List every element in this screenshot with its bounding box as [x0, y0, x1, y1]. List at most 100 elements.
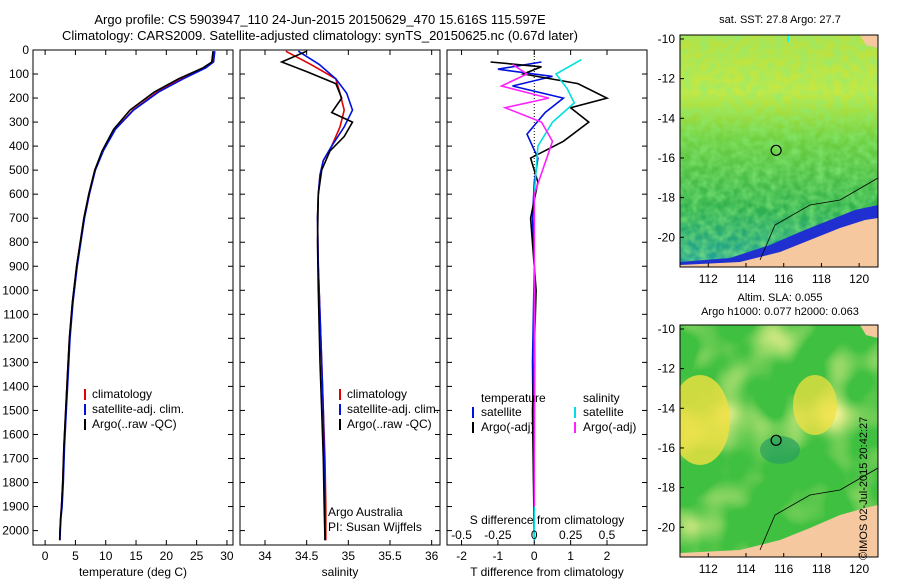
sla_map-ytick-label: -16 [658, 441, 676, 455]
sst_map-xtick-label: 118 [812, 272, 831, 286]
salinity-xtick-label: 34.5 [295, 549, 319, 563]
depth-tick-label: 0 [22, 43, 29, 57]
difference-series-3 [499, 63, 554, 507]
sla-low-center [760, 436, 800, 464]
depth-tick-label: 1200 [2, 331, 29, 345]
xtick2-label: 0 [531, 528, 538, 542]
temperature-series-2 [58, 51, 214, 541]
diff-legend-label: satellite [481, 405, 522, 419]
land-mass-north [860, 325, 878, 338]
difference-xtick-label: 2 [604, 549, 611, 563]
attribution-line1: Argo Australia [328, 505, 403, 519]
temperature-legend-label: climatology [92, 387, 152, 401]
land-mass-north [860, 35, 878, 48]
sla-map-panel: 112 114 116 118 120 -10 -12 -14 -16 -18 -20 Altim. … [658, 292, 879, 576]
sst_map-xtick-label: 120 [849, 272, 869, 286]
xtick2-label: -0.5 [451, 528, 472, 542]
difference-plot-frame [446, 49, 648, 546]
bathymetry-contour [759, 177, 878, 261]
attribution-line2: PI: Susan Wijffels [328, 520, 422, 534]
depth-tick-label: 200 [9, 91, 29, 105]
depth-tick-label: 100 [9, 67, 29, 81]
depth-tick-label: 1800 [2, 476, 29, 490]
depth-tick-label: 1000 [2, 283, 29, 297]
depth-tick-label: 700 [9, 211, 29, 225]
diff-legend-label: Argo(-adj) [481, 420, 534, 434]
difference-xlabel: T difference from climatology [470, 565, 624, 579]
salinity-legend-label: Argo(..raw -QC) [347, 417, 432, 431]
sla_map-ytick-label: -12 [658, 362, 676, 376]
salinity-legend-label: climatology [347, 387, 407, 401]
legend-group-salinity: salinity [583, 391, 620, 405]
sla_map-ytick-label: -20 [658, 520, 676, 534]
land-mass [680, 218, 878, 267]
sst_map-ytick-label: -16 [658, 151, 676, 165]
salinity-xtick-label: 35 [342, 549, 356, 563]
depth-tick-label: 1100 [3, 307, 29, 321]
depth-tick-label: 1300 [2, 355, 29, 369]
temperature-xtick-label: 25 [190, 549, 204, 563]
difference-xtick-label: -1 [493, 549, 504, 563]
sla-high-east [793, 375, 837, 435]
sla_map-xtick-label: 120 [849, 562, 869, 576]
difference-xtick-label: -2 [456, 549, 467, 563]
difference-xtick-label: 1 [567, 549, 574, 563]
legend-group-temperature: temperature [481, 391, 546, 405]
xlabel2: S difference from climatology [470, 513, 625, 527]
temperature-xtick-label: 5 [72, 549, 79, 563]
figure-title-line2: Climatology: CARS2009. Satellite-adjuste… [62, 28, 578, 43]
sst_map-frame [679, 34, 879, 268]
temperature-legend-label: satellite-adj. clim. [92, 402, 184, 416]
sst_map-ytick-label: -12 [658, 72, 676, 86]
xtick2-label: -0.25 [484, 528, 512, 542]
sst_map-argo-marker [770, 144, 782, 156]
bathymetry-contour [759, 467, 878, 551]
sst_map-xtick-label: 112 [699, 272, 718, 286]
sla_map-xtick-label: 118 [812, 562, 831, 576]
salinity-xtick-label: 36 [425, 549, 439, 563]
depth-tick-label: 500 [9, 163, 29, 177]
depth-tick-label: 1600 [2, 427, 29, 441]
sst-map-title: sat. SST: 27.8 Argo: 27.7 [719, 14, 841, 26]
depth-tick-label: 900 [9, 259, 29, 273]
sst_map-ytick-label: -20 [658, 230, 676, 244]
temperature-xtick-label: 30 [220, 549, 234, 563]
sst_map-ytick-label: -18 [658, 191, 676, 205]
depth-tick-label: 400 [9, 139, 29, 153]
sst_map-xtick-label: 116 [774, 272, 793, 286]
depth-tick-label: 800 [9, 235, 29, 249]
land-mass [680, 505, 878, 557]
temperature-xlabel: temperature (deg C) [79, 565, 187, 579]
sla_map-xtick-label: 114 [736, 562, 755, 576]
temperature-xtick-label: 15 [129, 549, 143, 563]
salinity-panel: 34 34.5 35 35.5 36 salinity climatologysatelli… [239, 49, 441, 579]
salinity-xlabel: salinity [322, 565, 359, 579]
temperature-legend-label: Argo(..raw -QC) [92, 417, 177, 431]
sla_map-frame [679, 324, 879, 558]
depth-tick-label: 1900 [2, 500, 29, 514]
temperature-xtick-label: 10 [99, 549, 113, 563]
difference-xtick-label: 0 [531, 549, 538, 563]
figure-title-line1: Argo profile: CS 5903947_110 24-Jun-2015… [94, 12, 546, 27]
sla_map-argo-marker [770, 434, 782, 446]
imos-watermark: ©IMOS 02-Jul-2015 20:42:27 [858, 416, 870, 560]
temperature-panel: 0 5 10 15 20 25 300100200300400500600700800900… [2, 43, 234, 579]
sst_map-ytick-label: -14 [658, 111, 676, 125]
sla_map-field [680, 325, 878, 557]
salinity-xtick-label: 34 [258, 549, 272, 563]
difference-panel: -2 -1 0 1 2 T difference from climatology S di… [446, 49, 648, 579]
salinity-legend-label: satellite-adj. clim. [347, 402, 439, 416]
depth-tick-label: 2000 [2, 524, 29, 538]
temperature-xtick-label: 0 [42, 549, 49, 563]
depth-tick-label: 300 [9, 115, 29, 129]
xtick2-label: 0.5 [599, 528, 616, 542]
depth-tick-label: 600 [9, 187, 29, 201]
sla-high-west [680, 375, 730, 465]
sla_map-ytick-label: -10 [658, 322, 676, 336]
sla_map-ytick-label: -14 [658, 401, 676, 415]
sst_map-ytick-label: -10 [658, 32, 676, 46]
depth-tick-label: 1400 [2, 379, 29, 393]
diff-legend-label: Argo(-adj) [583, 420, 636, 434]
diff-legend-label: satellite [583, 405, 624, 419]
